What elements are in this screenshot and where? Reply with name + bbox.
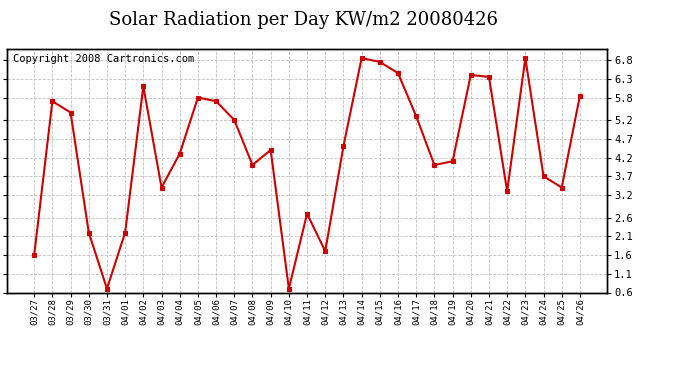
Text: Solar Radiation per Day KW/m2 20080426: Solar Radiation per Day KW/m2 20080426 — [109, 11, 498, 29]
Text: Copyright 2008 Cartronics.com: Copyright 2008 Cartronics.com — [13, 54, 194, 64]
